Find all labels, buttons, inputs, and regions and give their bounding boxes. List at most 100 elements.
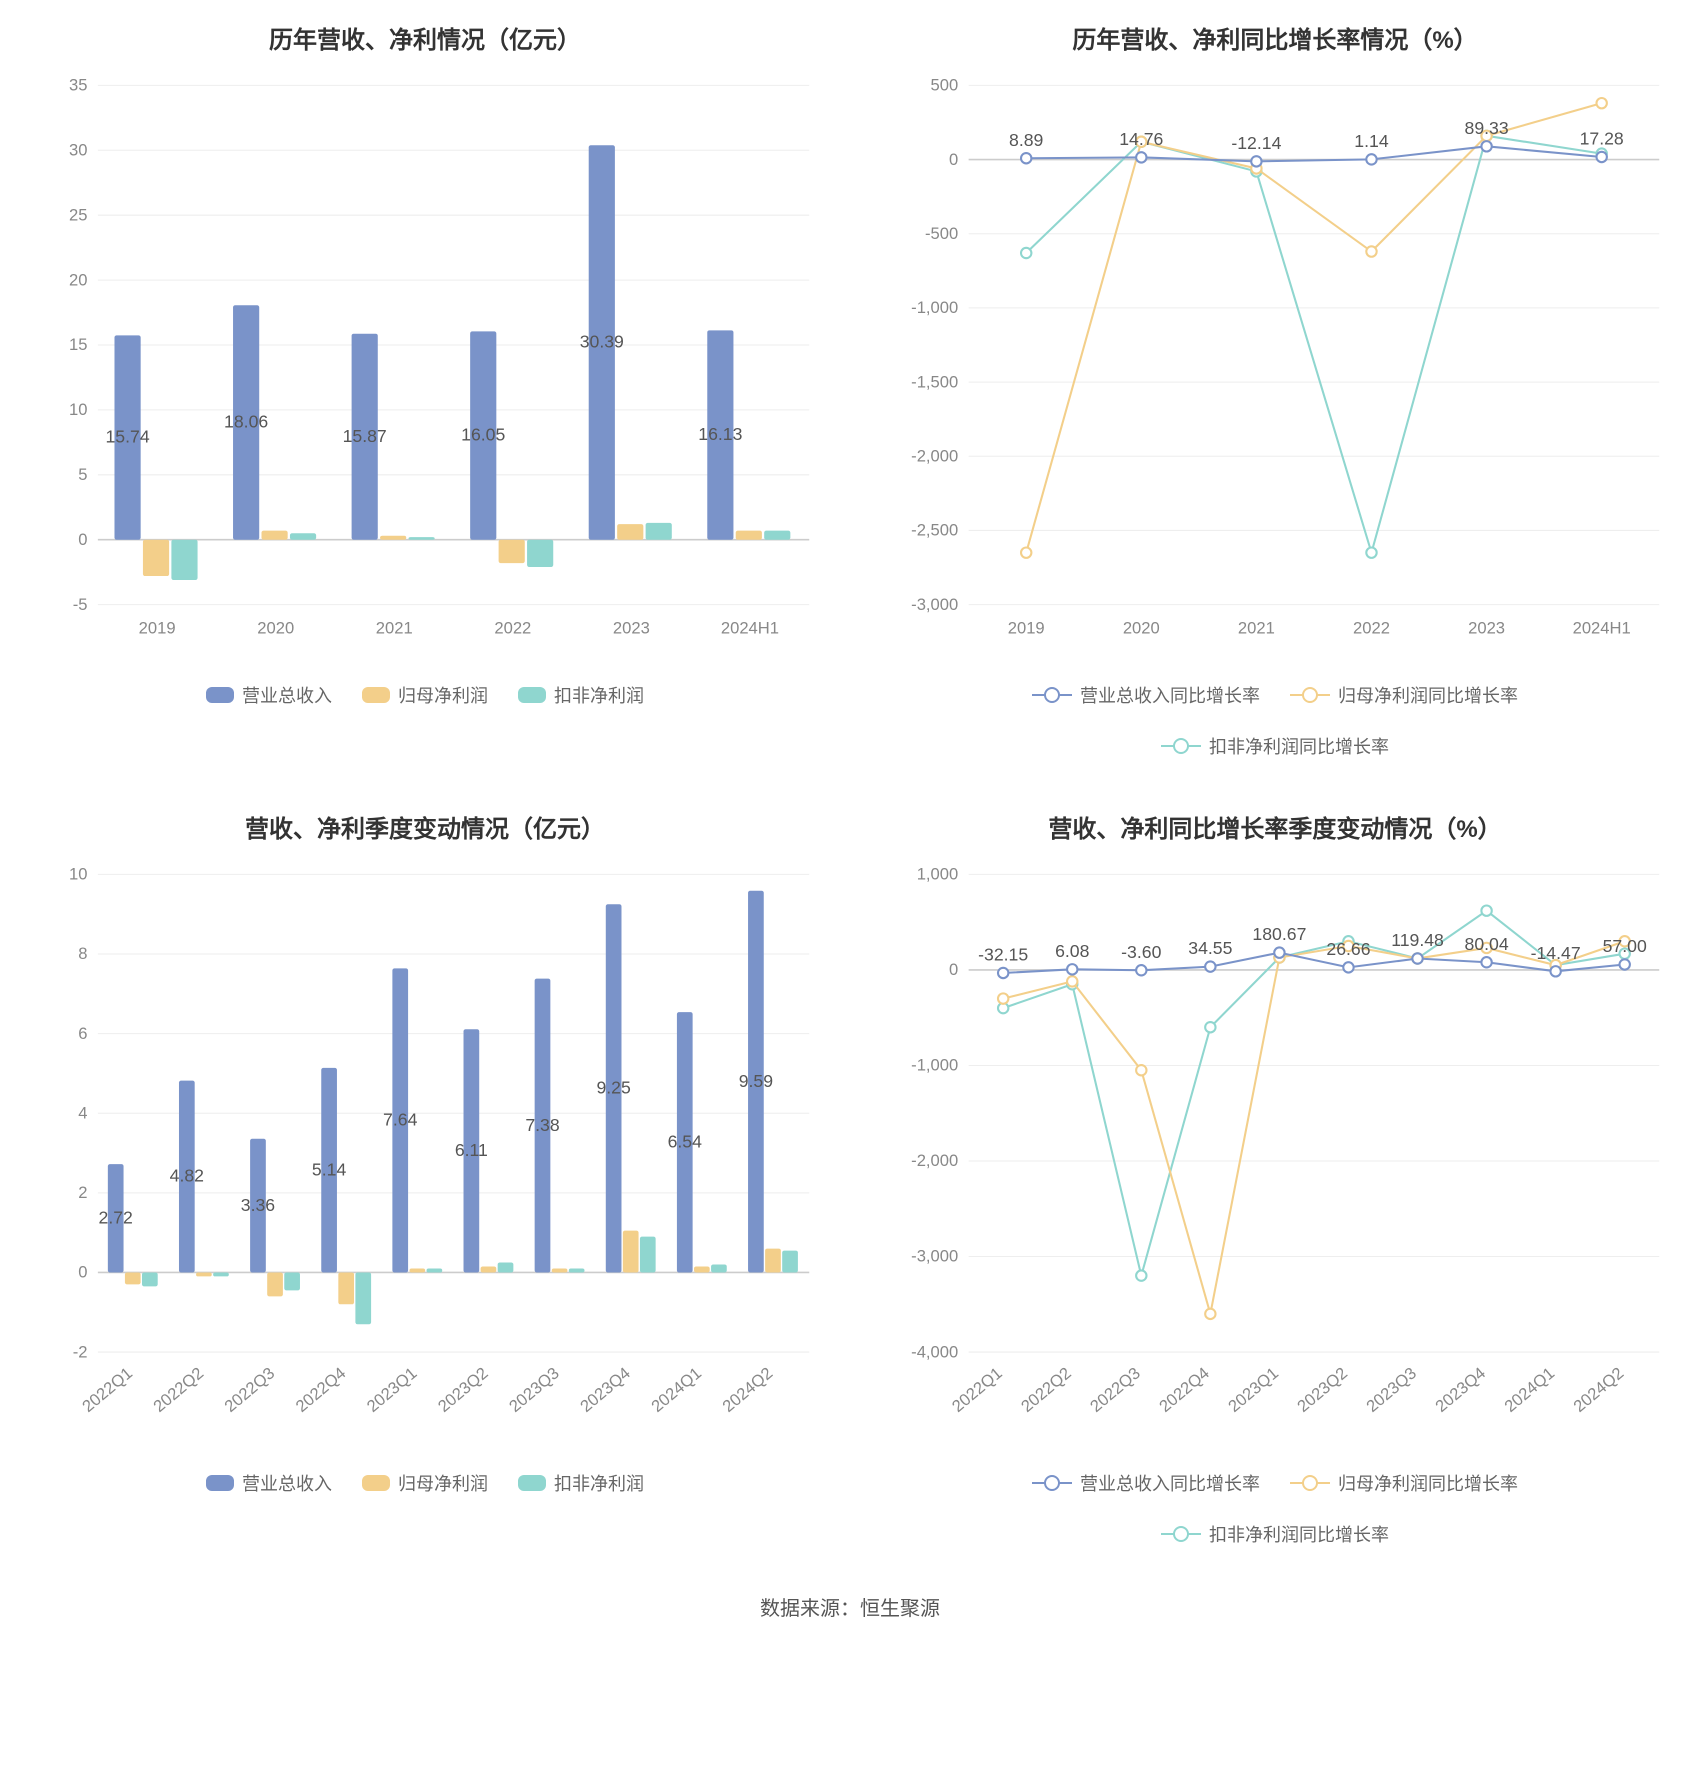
svg-text:35: 35 — [69, 76, 87, 95]
svg-text:15.74: 15.74 — [105, 427, 149, 447]
svg-text:2022Q4: 2022Q4 — [292, 1363, 349, 1416]
legend-label: 扣非净利润 — [554, 682, 644, 708]
svg-text:6: 6 — [78, 1023, 87, 1042]
chart-cell-quarterly-growth: 营收、净利同比增长率季度变动情况（%） -4,000-3,000-2,000-1… — [870, 809, 1680, 1548]
svg-text:30: 30 — [69, 140, 87, 159]
svg-text:2023Q4: 2023Q4 — [576, 1363, 633, 1416]
legend-label: 扣非净利润同比增长率 — [1209, 733, 1389, 759]
svg-text:2023Q1: 2023Q1 — [363, 1363, 420, 1416]
legend-item: 营业总收入 — [206, 682, 332, 708]
svg-text:1,000: 1,000 — [917, 864, 959, 883]
svg-text:0: 0 — [949, 960, 958, 979]
svg-text:2023Q1: 2023Q1 — [1224, 1363, 1281, 1416]
svg-text:2020: 2020 — [257, 619, 294, 638]
svg-text:15: 15 — [69, 335, 87, 354]
legend-label: 营业总收入同比增长率 — [1080, 682, 1260, 708]
svg-text:180.67: 180.67 — [1252, 924, 1306, 944]
svg-text:10: 10 — [69, 864, 87, 883]
legend-quarterly-growth: 营业总收入同比增长率 归母净利润同比增长率扣非净利润同比增长率 — [915, 1470, 1635, 1547]
svg-text:18.06: 18.06 — [224, 412, 268, 432]
svg-text:14.76: 14.76 — [1119, 129, 1163, 149]
legend-label: 归母净利润 — [398, 682, 488, 708]
svg-text:17.28: 17.28 — [1580, 129, 1624, 149]
svg-text:2024Q1: 2024Q1 — [648, 1363, 705, 1416]
svg-text:2021: 2021 — [1238, 619, 1275, 638]
svg-text:-14.47: -14.47 — [1531, 942, 1581, 962]
svg-text:-1,500: -1,500 — [911, 372, 958, 391]
svg-text:2024Q2: 2024Q2 — [719, 1363, 776, 1416]
svg-text:-5: -5 — [73, 595, 88, 614]
svg-text:10: 10 — [69, 400, 87, 419]
legend-item: 扣非净利润同比增长率 — [1161, 1521, 1389, 1547]
svg-text:16.05: 16.05 — [461, 425, 505, 445]
svg-text:4: 4 — [78, 1103, 87, 1122]
svg-text:6.08: 6.08 — [1055, 940, 1090, 960]
svg-text:-2,000: -2,000 — [911, 446, 958, 465]
legend-annual-values: 营业总收入 归母净利润 扣非净利润 — [206, 682, 644, 708]
chart-svg-quarterly-growth: -4,000-3,000-2,000-1,00001,0002022Q12022… — [870, 864, 1680, 1446]
legend-swatch-bar-icon — [518, 1475, 546, 1491]
svg-text:3.36: 3.36 — [241, 1194, 276, 1214]
svg-text:2022Q3: 2022Q3 — [1086, 1363, 1143, 1416]
svg-text:2023: 2023 — [613, 619, 650, 638]
chart-svg-annual-growth: -3,000-2,500-2,000-1,500-1,000-500050020… — [870, 75, 1680, 657]
svg-text:500: 500 — [931, 76, 959, 95]
legend-quarterly-values: 营业总收入 归母净利润 扣非净利润 — [206, 1470, 644, 1496]
chart-svg-annual-values: -505101520253035201920202021202220232024… — [20, 75, 830, 657]
chart-title: 历年营收、净利情况（亿元） — [269, 20, 581, 55]
svg-text:16.13: 16.13 — [698, 424, 742, 444]
legend-item: 归母净利润 — [362, 1470, 488, 1496]
legend-label: 归母净利润 — [398, 1470, 488, 1496]
svg-text:-2,500: -2,500 — [911, 521, 958, 540]
svg-text:26.66: 26.66 — [1326, 938, 1370, 958]
chart-title: 历年营收、净利同比增长率情况（%） — [1072, 20, 1477, 55]
svg-text:2024Q2: 2024Q2 — [1570, 1363, 1627, 1416]
svg-text:-32.15: -32.15 — [978, 944, 1028, 964]
svg-text:2019: 2019 — [139, 619, 176, 638]
legend-item: 营业总收入同比增长率 — [1032, 682, 1260, 708]
legend-swatch-line-icon — [1290, 1476, 1330, 1490]
legend-swatch-line-icon — [1161, 1527, 1201, 1541]
svg-text:9.25: 9.25 — [596, 1077, 631, 1097]
legend-swatch-line-icon — [1290, 688, 1330, 702]
svg-text:2023Q2: 2023Q2 — [434, 1363, 491, 1416]
svg-text:-2: -2 — [73, 1342, 88, 1361]
svg-text:7.38: 7.38 — [525, 1114, 560, 1134]
svg-text:2022Q2: 2022Q2 — [1017, 1363, 1074, 1416]
svg-text:2023Q4: 2023Q4 — [1432, 1363, 1489, 1416]
svg-text:20: 20 — [69, 270, 87, 289]
legend-swatch-line-icon — [1032, 1476, 1072, 1490]
legend-swatch-bar-icon — [206, 687, 234, 703]
chart-cell-annual-values: 历年营收、净利情况（亿元） -5051015202530352019202020… — [20, 20, 830, 759]
chart-cell-quarterly-values: 营收、净利季度变动情况（亿元） -202468102022Q12022Q2202… — [20, 809, 830, 1548]
svg-text:5: 5 — [78, 465, 87, 484]
svg-text:2024Q1: 2024Q1 — [1501, 1363, 1558, 1416]
legend-swatch-line-icon — [1161, 739, 1201, 753]
svg-text:-500: -500 — [925, 224, 958, 243]
svg-text:-1,000: -1,000 — [911, 1055, 958, 1074]
svg-text:119.48: 119.48 — [1391, 930, 1444, 950]
legend-item: 扣非净利润同比增长率 — [1161, 733, 1389, 759]
svg-text:2024H1: 2024H1 — [1573, 619, 1631, 638]
legend-item: 归母净利润同比增长率 — [1290, 1470, 1518, 1496]
legend-annual-growth: 营业总收入同比增长率 归母净利润同比增长率扣非净利润同比增长率 — [915, 682, 1635, 759]
svg-text:2022Q3: 2022Q3 — [221, 1363, 278, 1416]
legend-swatch-line-icon — [1032, 688, 1072, 702]
svg-text:-4,000: -4,000 — [911, 1342, 958, 1361]
svg-text:6.54: 6.54 — [668, 1131, 703, 1151]
legend-label: 归母净利润同比增长率 — [1338, 682, 1518, 708]
legend-item: 扣非净利润 — [518, 682, 644, 708]
svg-text:-12.14: -12.14 — [1231, 133, 1281, 153]
legend-label: 营业总收入 — [242, 1470, 332, 1496]
svg-text:0: 0 — [78, 530, 87, 549]
svg-text:2023Q3: 2023Q3 — [1363, 1363, 1420, 1416]
svg-text:2022: 2022 — [494, 619, 531, 638]
legend-label: 营业总收入同比增长率 — [1080, 1470, 1260, 1496]
chart-title: 营收、净利季度变动情况（亿元） — [245, 809, 605, 844]
svg-text:-3,000: -3,000 — [911, 595, 958, 614]
legend-swatch-bar-icon — [362, 1475, 390, 1491]
svg-text:2022Q1: 2022Q1 — [79, 1363, 136, 1416]
legend-item: 扣非净利润 — [518, 1470, 644, 1496]
svg-text:2: 2 — [78, 1183, 87, 1202]
svg-text:89.33: 89.33 — [1465, 118, 1509, 138]
